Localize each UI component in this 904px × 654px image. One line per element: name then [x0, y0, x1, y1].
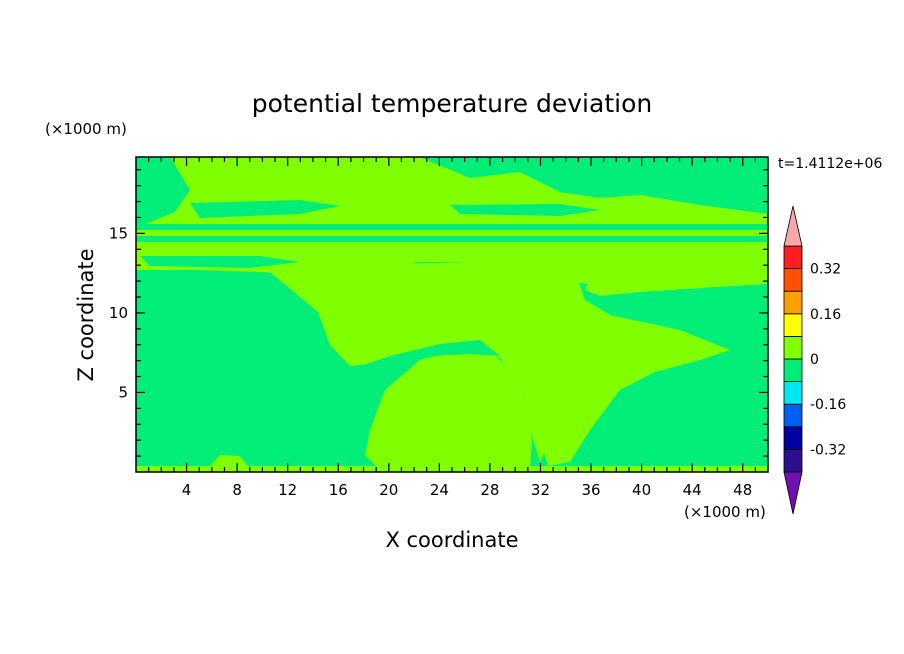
- right-limb: [518, 372, 550, 462]
- right-lobe: [585, 266, 768, 296]
- x-tick-label: 16: [329, 481, 348, 499]
- central-plume: [270, 262, 730, 466]
- x-tick-label: 12: [278, 481, 297, 499]
- colorbar-label: 0: [810, 352, 819, 368]
- colorbar-segment: [783, 290, 803, 315]
- colorbar-segment: [783, 245, 803, 270]
- colorbar-label: 0.32: [810, 262, 841, 278]
- colorbar-label: -0.32: [810, 442, 846, 458]
- mid-negative-pocket: [140, 256, 300, 268]
- y-tick-label: 10: [109, 304, 128, 322]
- x-tick-label: 40: [632, 481, 651, 499]
- x-axis-label: X coordinate: [385, 528, 518, 552]
- y-tick-label: 5: [118, 383, 128, 401]
- colorbar-segment: [783, 335, 803, 360]
- x-unit-label: (×1000 m): [684, 503, 766, 521]
- upper-positive-region: [136, 157, 768, 236]
- x-tick-label: 44: [683, 481, 702, 499]
- colorbar: 0.32 0.16 0 -0.16 -0.32: [783, 205, 846, 515]
- x-tick-label: 28: [480, 481, 499, 499]
- heatmap-field: [136, 157, 768, 472]
- surface-bump: [210, 455, 248, 466]
- colorbar-segment: [783, 268, 803, 292]
- colorbar-label: -0.16: [810, 397, 846, 413]
- colorbar-segment: [783, 448, 803, 473]
- mid-positive-layer: [136, 242, 768, 286]
- y-unit-label: (×1000 m): [45, 120, 127, 138]
- chart-title: potential temperature deviation: [252, 89, 652, 118]
- upper-streak-a: [190, 200, 340, 218]
- x-tick-label: 36: [581, 481, 600, 499]
- x-tick-label: 32: [531, 481, 550, 499]
- x-ticks: 4 8 12 16 20 24 28 32 36 40 44 48: [148, 157, 756, 499]
- x-tick-label: 8: [232, 481, 242, 499]
- x-tick-label: 4: [182, 481, 192, 499]
- colorbar-label: 0.16: [810, 307, 841, 323]
- y-ticks: 5 10 15: [109, 169, 768, 457]
- colorbar-segment: [783, 426, 803, 450]
- x-tick-label: 24: [430, 481, 449, 499]
- x-tick-label: 48: [733, 481, 752, 499]
- time-label: t=1.4112e+06: [778, 156, 882, 172]
- y-tick-label: 15: [109, 224, 128, 242]
- plume-arc-gap: [355, 340, 500, 368]
- plume-stem: [365, 350, 532, 470]
- colorbar-segment: [783, 403, 803, 428]
- x-tick-label: 20: [379, 481, 398, 499]
- colorbar-segment: [783, 313, 803, 337]
- band-15km: [136, 224, 768, 230]
- band-14km: [136, 236, 768, 242]
- colorbar-segment: [783, 381, 803, 405]
- colorbar-segment: [783, 358, 803, 383]
- upper-streak-b: [450, 204, 600, 216]
- y-axis-label: Z coordinate: [74, 248, 98, 381]
- colorbar-extend-high: [783, 205, 803, 247]
- colorbar-extend-low: [783, 471, 803, 515]
